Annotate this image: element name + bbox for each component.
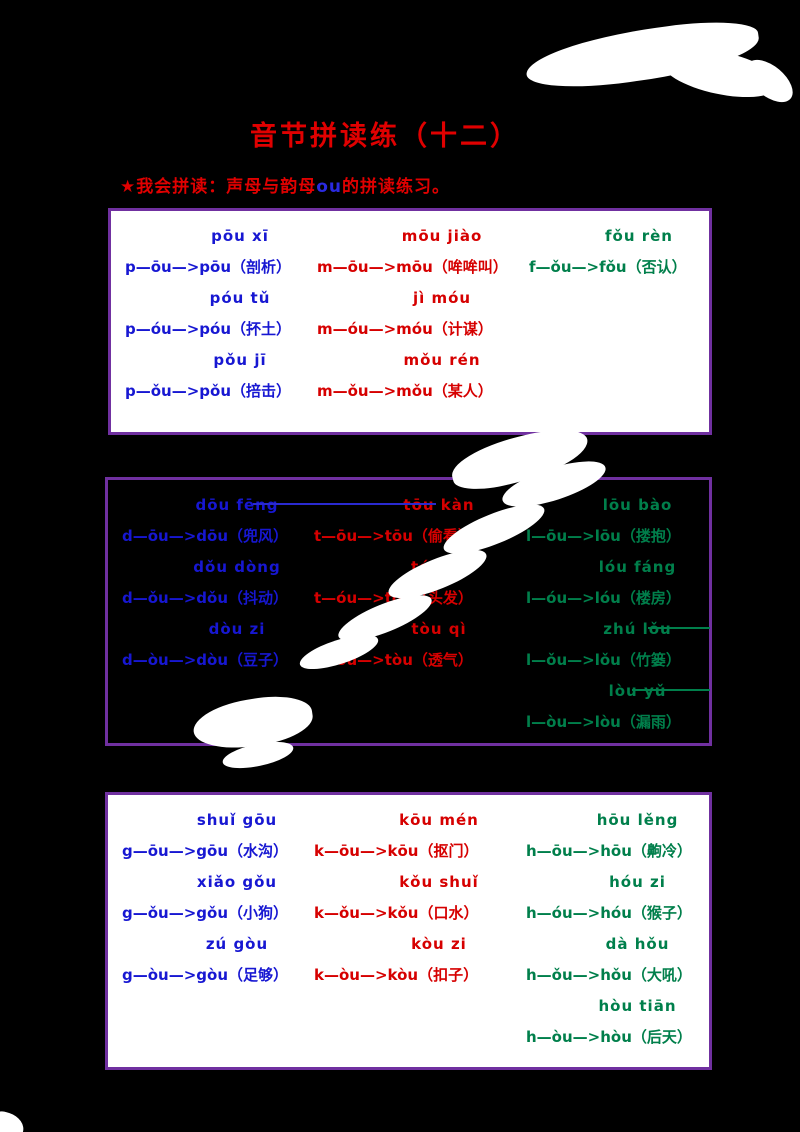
stroke-line xyxy=(632,689,710,691)
spelling-formula: m—óu—>móu（计谋） xyxy=(317,320,493,338)
spelling-formula: p—óu—>póu（抔土） xyxy=(125,320,292,338)
spelling-formula: l—óu—>lóu（楼房） xyxy=(526,589,681,607)
spelling-formula: m—ōu—>mōu（哞哞叫） xyxy=(317,258,508,276)
stroke-line xyxy=(648,627,710,629)
spelling-formula: k—òu—>kòu（扣子） xyxy=(314,966,479,984)
column-h: hōu lěng h—ōu—>hōu（齁冷） hóu zi h—óu—>hóu（… xyxy=(518,805,703,1053)
pinyin-word: mōu jiào xyxy=(401,227,483,245)
spelling-formula: p—ōu—>pōu（剖析） xyxy=(125,258,292,276)
spelling-formula: h—òu—>hòu（后天） xyxy=(526,1028,692,1046)
pinyin-word: hòu tiān xyxy=(598,997,677,1015)
pinyin-word: tòu qì xyxy=(411,620,467,638)
spelling-box-dtl: dōu fēng d—ōu—>dōu（兜风） dǒu dòng d—ǒu—>dǒ… xyxy=(105,477,712,746)
spelling-formula: g—ǒu—>gǒu（小狗） xyxy=(122,904,289,922)
spelling-formula: l—òu—>lòu（漏雨） xyxy=(526,713,681,731)
column-l: lōu bào l—ōu—>lōu（搂抱） lóu fáng l—óu—>lóu… xyxy=(518,490,703,738)
whiteout-mark xyxy=(0,1108,28,1132)
pinyin-word: mǒu rén xyxy=(403,351,481,369)
spelling-formula: d—ōu—>dōu（兜风） xyxy=(122,527,289,545)
pinyin-word: pōu xī xyxy=(211,227,269,245)
spelling-formula: k—ǒu—>kǒu（口水） xyxy=(314,904,479,922)
spelling-formula: h—óu—>hóu（猴子） xyxy=(526,904,692,922)
spelling-formula: g—òu—>gòu（足够） xyxy=(122,966,289,984)
spelling-formula: m—ǒu—>mǒu（某人） xyxy=(317,382,493,400)
pinyin-word: dǒu dòng xyxy=(193,558,281,576)
pinyin-word: pǒu jī xyxy=(213,351,267,369)
pinyin-word: kōu mén xyxy=(399,811,479,829)
pinyin-word: zú gòu xyxy=(205,935,269,953)
spelling-formula: l—ōu—>lōu（搂抱） xyxy=(526,527,681,545)
spelling-formula: f—ǒu—>fǒu（否认） xyxy=(529,258,687,276)
spelling-box-gkh: shuǐ gōu g—ōu—>gōu（水沟） xiǎo gǒu g—ǒu—>gǒ… xyxy=(105,792,712,1070)
pinyin-word: tōu kàn xyxy=(403,496,475,514)
spelling-formula: d—ǒu—>dǒu（抖动） xyxy=(122,589,289,607)
column-m: mōu jiào m—ōu—>mōu（哞哞叫） jì móu m—óu—>móu… xyxy=(309,221,521,407)
column-d: dōu fēng d—ōu—>dōu（兜风） dǒu dòng d—ǒu—>dǒ… xyxy=(114,490,306,738)
pinyin-word: póu tǔ xyxy=(209,289,271,307)
page-title: 音节拼读练（十二） xyxy=(250,121,520,152)
pinyin-word: hōu lěng xyxy=(596,811,679,829)
pinyin-word: dà hǒu xyxy=(605,935,670,953)
subtitle-ou: ou xyxy=(316,177,343,197)
pinyin-word: shuǐ gōu xyxy=(196,811,278,829)
spelling-formula: g—ōu—>gōu（水沟） xyxy=(122,842,289,860)
spelling-formula: t—ōu—>tōu（偷看） xyxy=(314,527,473,545)
pinyin-word: lōu bào xyxy=(602,496,673,514)
spelling-formula: p—ǒu—>pǒu（掊击） xyxy=(125,382,292,400)
pinyin-word: kǒu shuǐ xyxy=(399,873,479,891)
section-heading: ★我会拼读：声母与韵母ou的拼读练习。 xyxy=(120,172,450,197)
pinyin-word: jì móu xyxy=(412,289,472,307)
column-p: pōu xī p—ōu—>pōu（剖析） póu tǔ p—óu—>póu（抔土… xyxy=(117,221,309,407)
spelling-formula: k—ōu—>kōu（抠门） xyxy=(314,842,479,860)
column-f: fǒu rèn f—ǒu—>fǒu（否认） xyxy=(521,221,703,407)
spelling-formula: h—ōu—>hōu（齁冷） xyxy=(526,842,692,860)
stroke-line xyxy=(253,503,436,505)
subtitle-text-post: 的拼读练习。 xyxy=(342,177,451,197)
spelling-formula: h—ǒu—>hǒu（大吼） xyxy=(526,966,692,984)
spelling-formula: t—óu—>tóu（头发） xyxy=(314,589,473,607)
pinyin-word: hóu zi xyxy=(609,873,666,891)
subtitle-text-pre: 我会拼读：声母与韵母 xyxy=(136,177,317,197)
pinyin-word: zhú lǒu xyxy=(603,620,672,638)
pinyin-word: lóu fáng xyxy=(598,558,677,576)
pinyin-word: xiǎo gǒu xyxy=(196,873,278,891)
pinyin-word: fǒu rèn xyxy=(605,227,673,245)
pinyin-word: kòu zi xyxy=(411,935,467,953)
column-k: kōu mén k—ōu—>kōu（抠门） kǒu shuǐ k—ǒu—>kǒu… xyxy=(306,805,518,1053)
pinyin-word: dōu fēng xyxy=(195,496,279,514)
spelling-box-pmf: pōu xī p—ōu—>pōu（剖析） póu tǔ p—óu—>póu（抔土… xyxy=(108,208,712,435)
pinyin-word: lòu yǔ xyxy=(608,682,667,700)
spelling-formula: d—òu—>dòu（豆子） xyxy=(122,651,289,669)
spelling-formula: l—ǒu—>lǒu（竹篓） xyxy=(526,651,681,669)
column-g: shuǐ gōu g—ōu—>gōu（水沟） xiǎo gǒu g—ǒu—>gǒ… xyxy=(114,805,306,1053)
star-icon: ★ xyxy=(120,177,137,197)
pinyin-word: dòu zi xyxy=(208,620,266,638)
